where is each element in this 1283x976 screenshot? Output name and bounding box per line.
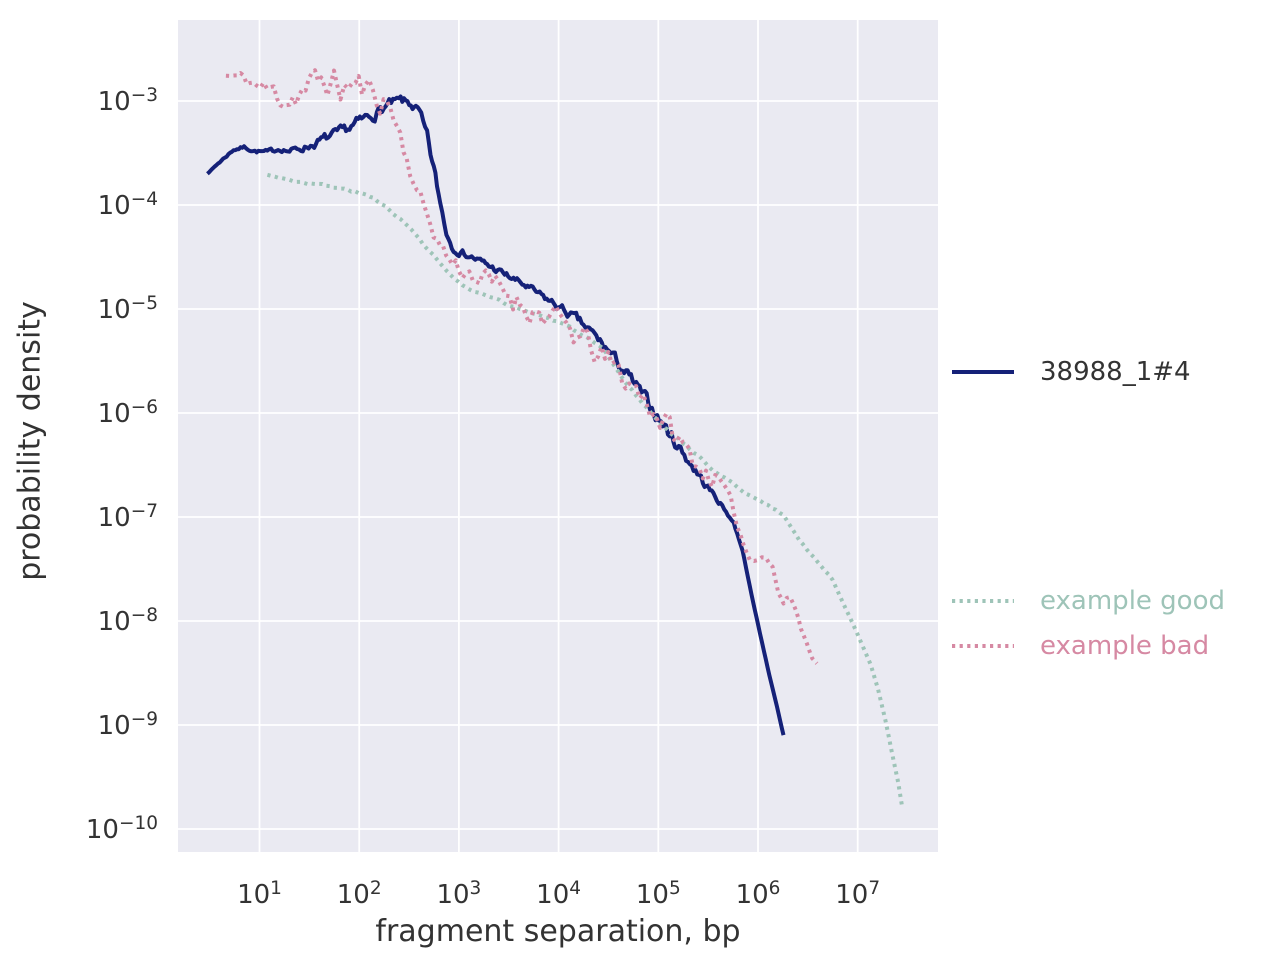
legend-line-dotted-good: [952, 599, 1014, 603]
x-tick-label: 102: [337, 878, 382, 910]
legend-entry-sample: 38988_1#4: [951, 356, 1191, 388]
y-tick-label: 10−7: [98, 501, 158, 533]
y-tick-label: 10−4: [98, 189, 158, 221]
legend-label-example-bad: example bad: [1040, 631, 1210, 661]
x-tick-label: 106: [736, 878, 781, 910]
y-tick-label: 10−3: [98, 85, 158, 117]
y-axis-label: probability density: [12, 301, 48, 581]
series-curves: [206, 68, 905, 809]
legend-label-example-good: example good: [1040, 586, 1225, 616]
x-tick-label: 105: [636, 878, 681, 910]
x-axis-label: fragment separation, bp: [375, 914, 741, 949]
x-tick-label: 107: [835, 878, 880, 910]
y-tick-label: 10−10: [86, 813, 158, 845]
legend-entry-example-good: example good: [951, 585, 1225, 617]
y-tick-label: 10−6: [98, 397, 158, 429]
y-tick-label: 10−8: [98, 605, 158, 637]
legend-line-solid: [952, 370, 1014, 374]
x-tick-label: 104: [536, 878, 581, 910]
y-tick-label: 10−5: [98, 293, 158, 325]
series-38988-1-4: [206, 94, 786, 736]
legend-label-sample: 38988_1#4: [1040, 357, 1191, 387]
series-example-bad: [225, 68, 819, 665]
x-tick-label: 103: [436, 878, 481, 910]
legend-entry-example-bad: example bad: [951, 630, 1209, 662]
y-tick-label: 10−9: [98, 709, 158, 741]
legend-line-dotted-bad: [952, 644, 1014, 648]
series-example-good: [266, 172, 905, 809]
x-tick-label: 101: [237, 878, 282, 910]
